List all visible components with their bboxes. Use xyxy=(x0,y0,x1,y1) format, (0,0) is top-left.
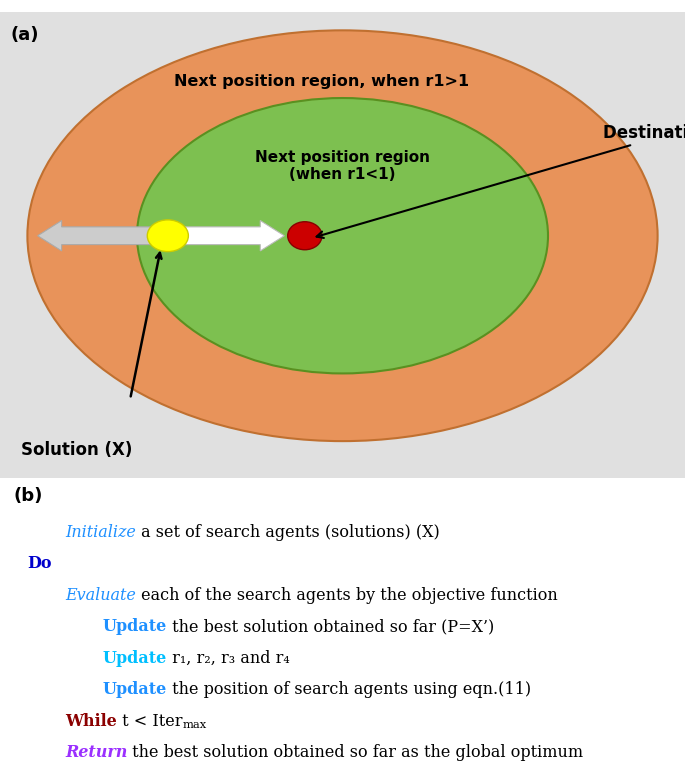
Text: Evaluate: Evaluate xyxy=(65,587,136,604)
Text: Destination (P): Destination (P) xyxy=(316,124,685,238)
Ellipse shape xyxy=(147,220,188,251)
Text: the best solution obtained so far as the global optimum: the best solution obtained so far as the… xyxy=(127,744,584,761)
FancyArrow shape xyxy=(168,221,284,251)
Text: (b): (b) xyxy=(14,488,43,506)
Text: While: While xyxy=(65,713,117,730)
Text: a set of search agents (solutions) (X): a set of search agents (solutions) (X) xyxy=(136,524,440,541)
Text: Do: Do xyxy=(27,555,52,573)
Ellipse shape xyxy=(288,222,322,250)
Ellipse shape xyxy=(27,30,658,441)
Text: Update: Update xyxy=(103,619,167,636)
Text: Update: Update xyxy=(103,650,167,667)
Text: Initialize: Initialize xyxy=(65,524,136,541)
Text: Next position region
(when r1<1): Next position region (when r1<1) xyxy=(255,149,430,182)
Text: Update: Update xyxy=(103,681,167,698)
Text: max: max xyxy=(182,720,207,730)
Text: the position of search agents using eqn.(11): the position of search agents using eqn.… xyxy=(167,681,531,698)
Text: (a): (a) xyxy=(10,26,39,44)
Text: each of the search agents by the objective function: each of the search agents by the objecti… xyxy=(136,587,558,604)
Text: Next position region, when r1>1: Next position region, when r1>1 xyxy=(175,74,469,89)
Text: the best solution obtained so far (P=X’): the best solution obtained so far (P=X’) xyxy=(167,619,495,636)
Ellipse shape xyxy=(137,98,548,373)
Text: Return: Return xyxy=(65,744,127,761)
Text: t < Iter: t < Iter xyxy=(117,713,182,730)
FancyArrow shape xyxy=(38,221,168,251)
Text: Solution (X): Solution (X) xyxy=(21,441,132,460)
Text: r₁, r₂, r₃ and r₄: r₁, r₂, r₃ and r₄ xyxy=(167,650,290,667)
